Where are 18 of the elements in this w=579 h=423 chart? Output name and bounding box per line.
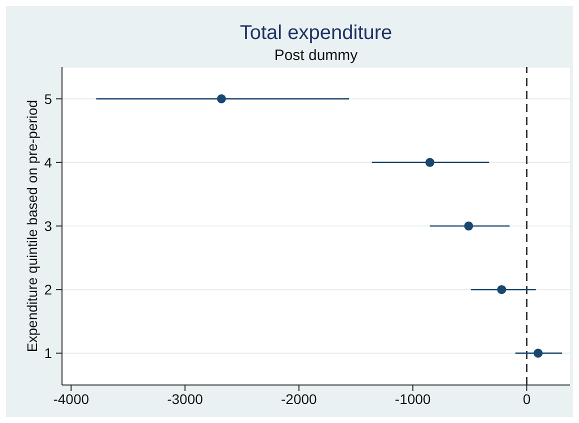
point bbox=[497, 285, 506, 294]
y-tick-label: 5 bbox=[44, 90, 52, 107]
point bbox=[534, 348, 543, 358]
point bbox=[464, 221, 474, 231]
y-tick-label: 1 bbox=[44, 345, 52, 362]
y-tick-label: 2 bbox=[44, 282, 52, 298]
point bbox=[425, 158, 434, 167]
x-tick-label: 0 bbox=[522, 390, 531, 407]
y-tick-label: 4 bbox=[44, 154, 52, 170]
chart-title: Total expenditure bbox=[240, 22, 392, 44]
x-tick-label: -3000 bbox=[167, 390, 204, 407]
chart-subtitle: Post dummy bbox=[274, 47, 358, 64]
x-tick-label: -4000 bbox=[53, 390, 90, 407]
y-axis-title: Expenditure quintile based on pre-period bbox=[24, 100, 40, 352]
y-tick-label: 3 bbox=[44, 218, 52, 234]
x-tick-label: -2000 bbox=[281, 390, 318, 407]
x-tick-label: -1000 bbox=[394, 390, 431, 407]
point bbox=[216, 94, 226, 104]
